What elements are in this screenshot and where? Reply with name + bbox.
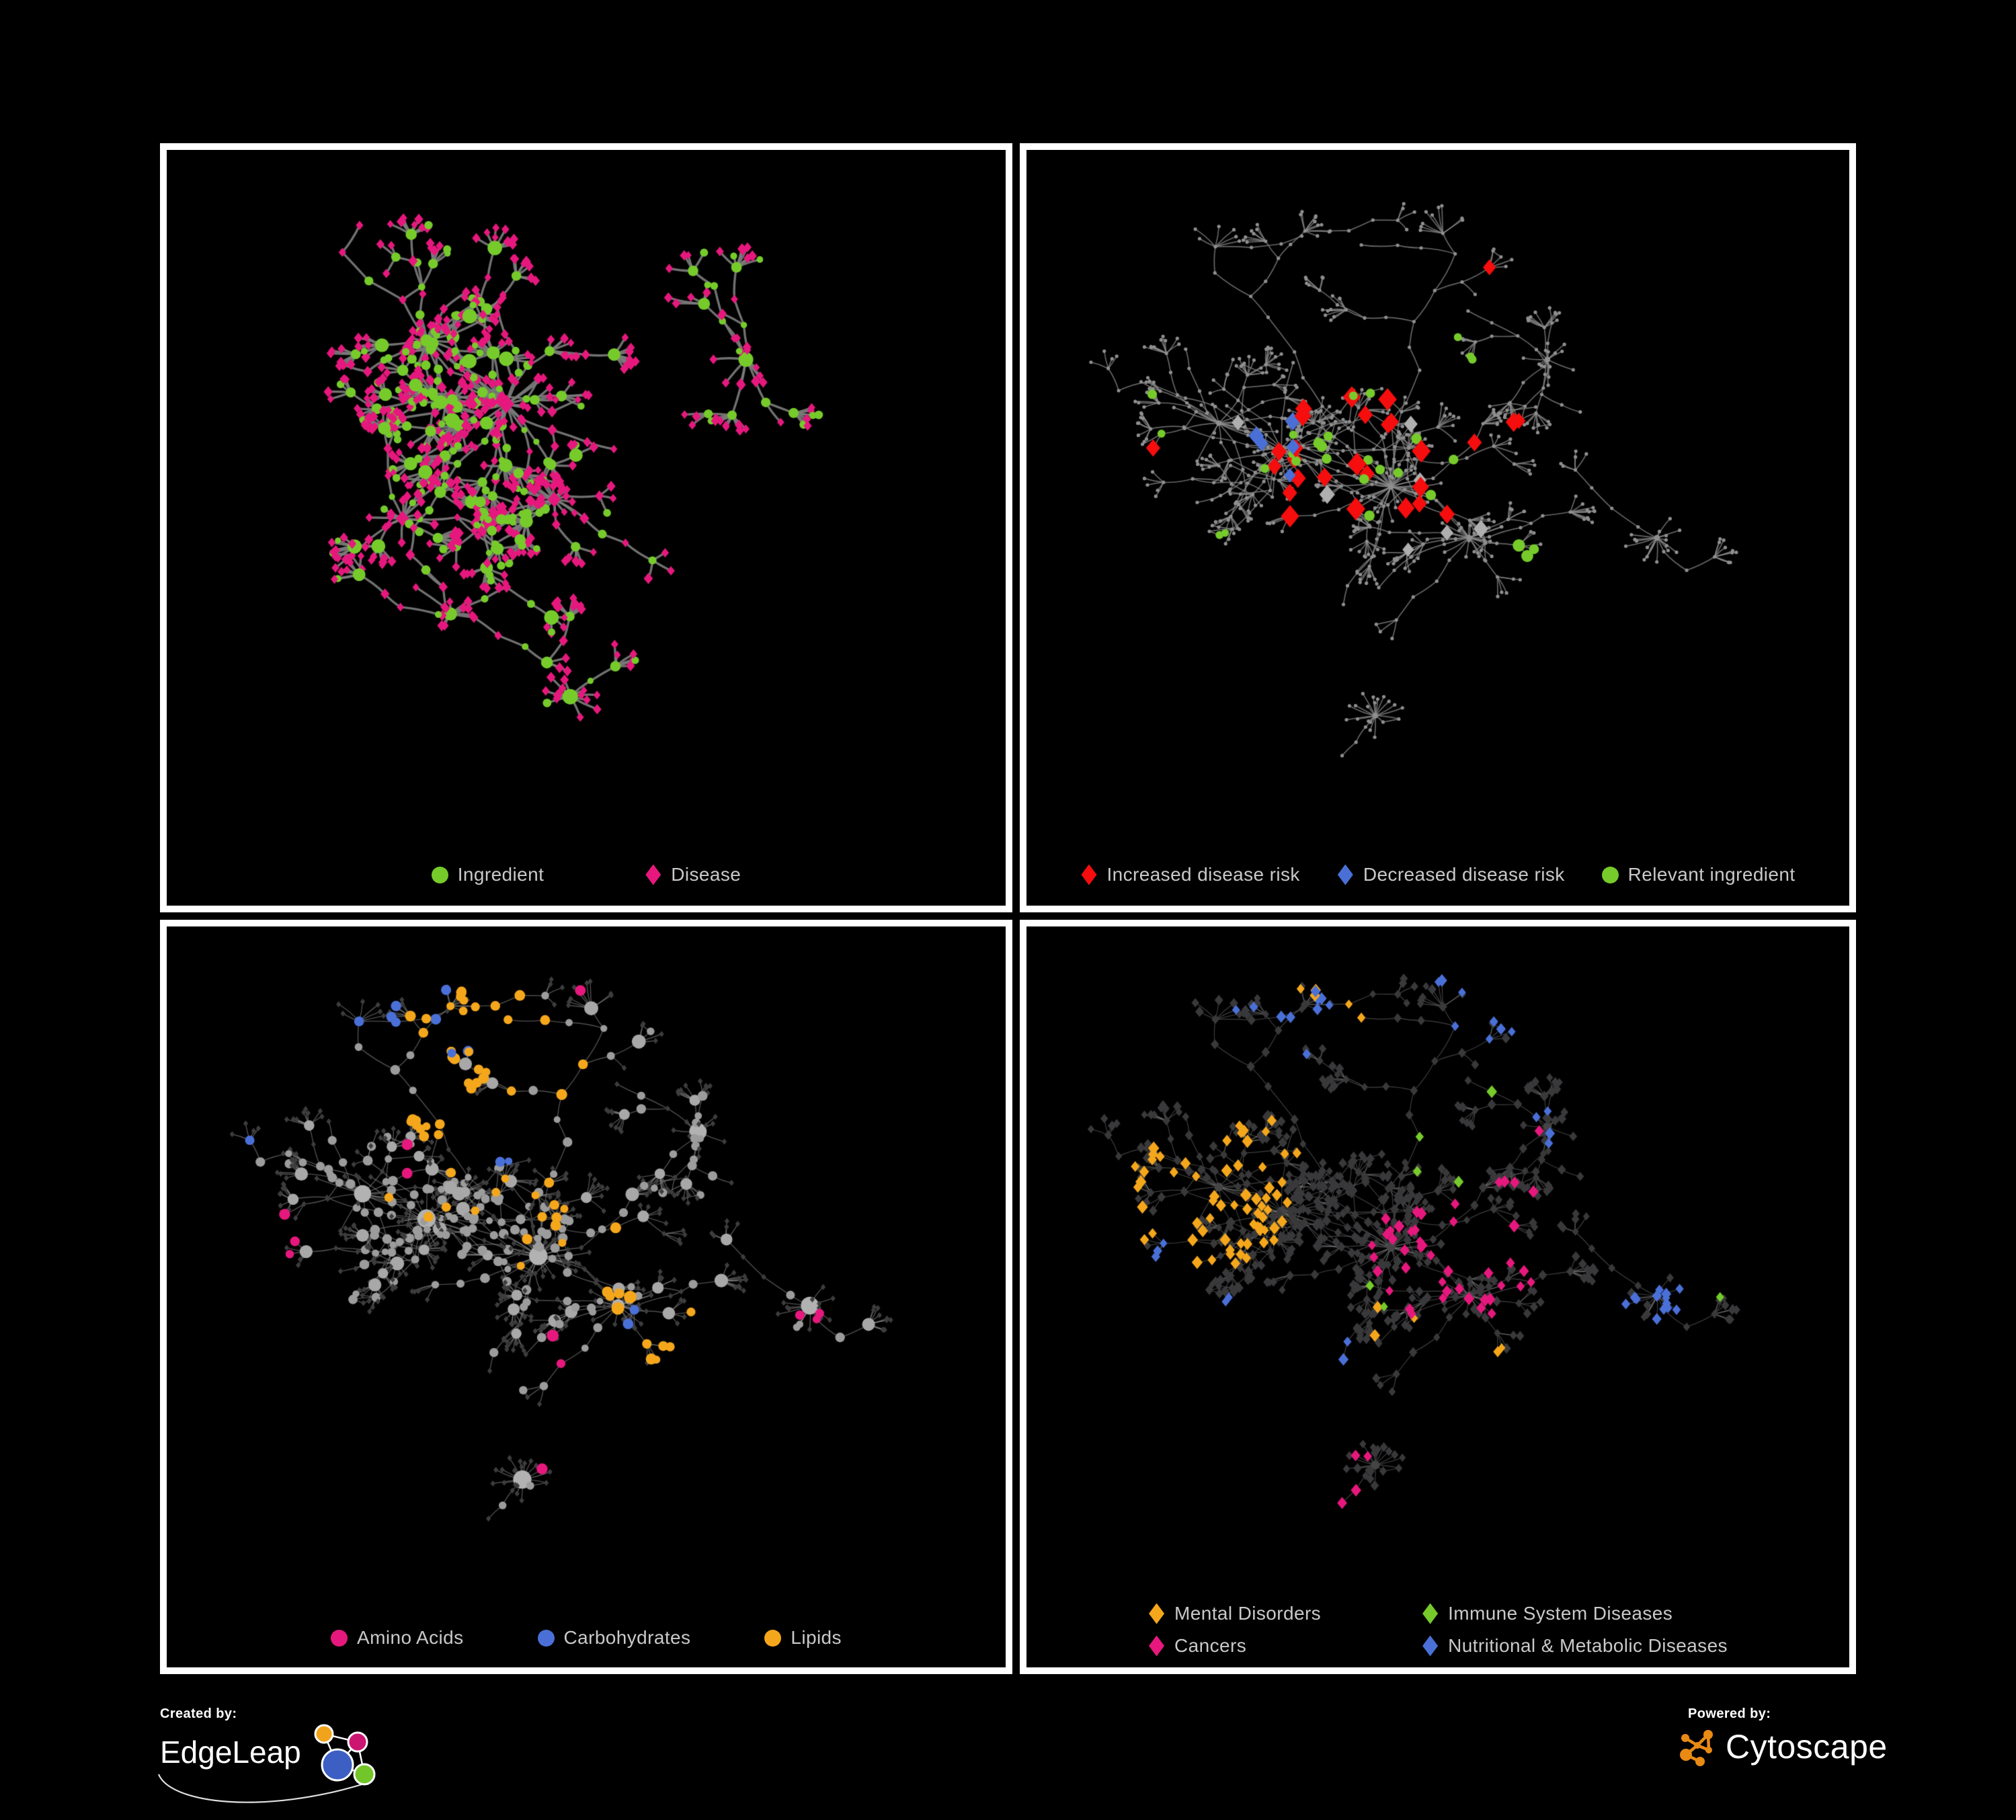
legend-item-mental-disorders: Mental Disorders bbox=[1148, 1603, 1321, 1624]
cytoscape-branding: Powered by: bbox=[1677, 1706, 1888, 1768]
panel-macronutrients: Amino Acids Carbohydrates Lipids bbox=[160, 920, 1012, 1674]
edgeleap-logo-icon bbox=[314, 1724, 376, 1786]
legend-swatch-diamond bbox=[645, 864, 661, 885]
legend-swatch-circle bbox=[1601, 866, 1619, 883]
legend-label: Cancers bbox=[1174, 1635, 1247, 1656]
cytoscape-wordmark: Cytoscape bbox=[1726, 1728, 1888, 1766]
legend-swatch-diamond bbox=[1422, 1635, 1439, 1657]
legend-swatch-diamond bbox=[1081, 864, 1097, 885]
legend-disease-categories: Mental Disorders Immune System Diseases Ca… bbox=[1026, 1603, 1849, 1657]
legend-item-relevant-ingredient: Relevant ingredient bbox=[1601, 864, 1796, 885]
network-canvas-disease-categories bbox=[1026, 926, 1849, 1667]
network-canvas-ingredient-disease bbox=[167, 150, 1006, 906]
legend-item-nutritional-metabolic-diseases: Nutritional & Metabolic Diseases bbox=[1422, 1635, 1728, 1657]
edgeleap-wordmark: EdgeLeap bbox=[160, 1735, 301, 1770]
legend-ingredient-disease: Ingredient Disease bbox=[167, 864, 1006, 885]
legend-disease-risk: Increased disease risk Decreased disease … bbox=[1026, 864, 1849, 885]
legend-swatch-circle bbox=[764, 1629, 782, 1647]
legend-item-carbohydrates: Carbohydrates bbox=[537, 1627, 691, 1649]
panel-ingredient-disease: Ingredient Disease bbox=[160, 143, 1012, 912]
legend-item-lipids: Lipids bbox=[764, 1627, 842, 1649]
network-canvas-disease-risk bbox=[1026, 150, 1849, 906]
legend-label: Amino Acids bbox=[357, 1627, 464, 1648]
legend-item-immune-system-diseases: Immune System Diseases bbox=[1422, 1603, 1672, 1624]
legend-swatch-circle bbox=[331, 1629, 348, 1647]
powered-by-label: Powered by: bbox=[1688, 1706, 1771, 1721]
legend-label: Relevant ingredient bbox=[1627, 864, 1796, 885]
edgeleap-branding: Created by: EdgeLeap bbox=[157, 1706, 383, 1804]
legend-swatch-circle bbox=[431, 866, 448, 883]
network-canvas-macronutrients bbox=[167, 926, 1006, 1667]
legend-item-disease: Disease bbox=[645, 864, 741, 885]
legend-macronutrients: Amino Acids Carbohydrates Lipids bbox=[167, 1627, 1006, 1649]
legend-item-decreased-disease-risk: Decreased disease risk bbox=[1337, 864, 1565, 885]
panel-disease-risk: Increased disease risk Decreased disease … bbox=[1020, 143, 1856, 912]
legend-swatch-diamond bbox=[1337, 864, 1353, 885]
legend-item-cancers: Cancers bbox=[1148, 1635, 1246, 1657]
legend-label: Carbohydrates bbox=[563, 1627, 691, 1648]
legend-label: Disease bbox=[671, 864, 741, 885]
legend-label: Lipids bbox=[791, 1627, 842, 1648]
legend-swatch-diamond bbox=[1422, 1603, 1439, 1624]
legend-item-amino-acids: Amino Acids bbox=[331, 1627, 463, 1649]
legend-label: Mental Disorders bbox=[1174, 1603, 1322, 1624]
legend-swatch-diamond bbox=[1149, 1603, 1165, 1624]
legend-item-increased-disease-risk: Increased disease risk bbox=[1080, 864, 1299, 885]
legend-label: Immune System Diseases bbox=[1448, 1603, 1673, 1624]
legend-swatch-diamond bbox=[1149, 1635, 1165, 1657]
legend-label: Increased disease risk bbox=[1106, 864, 1300, 885]
panel-disease-categories: Mental Disorders Immune System Diseases Ca… bbox=[1020, 920, 1856, 1674]
legend-label: Decreased disease risk bbox=[1363, 864, 1565, 885]
created-by-label: Created by: bbox=[160, 1706, 237, 1721]
legend-swatch-circle bbox=[537, 1629, 555, 1647]
legend-label: Ingredient bbox=[457, 864, 545, 885]
legend-label: Nutritional & Metabolic Diseases bbox=[1448, 1635, 1728, 1656]
cytoscape-logo-icon bbox=[1680, 1730, 1713, 1766]
legend-item-ingredient: Ingredient bbox=[431, 864, 545, 885]
